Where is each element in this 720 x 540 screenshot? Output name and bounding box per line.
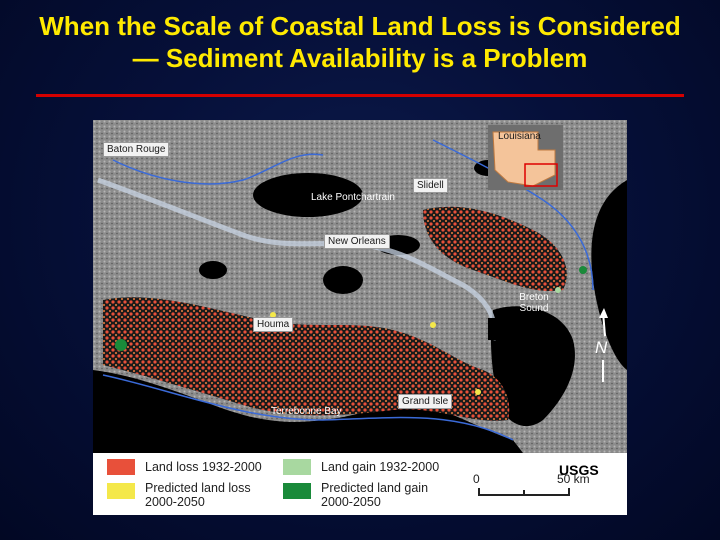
label-breton-sound: Breton Sound bbox=[514, 292, 554, 314]
legend-predicted-loss-line-2: 2000-2050 bbox=[145, 495, 205, 509]
label-breton-line-1: Breton bbox=[519, 292, 549, 303]
scale-tick-start bbox=[478, 488, 480, 496]
slide-title: When the Scale of Coastal Land Loss is C… bbox=[0, 10, 720, 74]
scale-tick-end bbox=[568, 488, 570, 496]
label-houma: Houma bbox=[253, 317, 294, 332]
map-legend: Land loss 1932-2000 Land gain 1932-2000 … bbox=[93, 453, 627, 515]
label-new-orleans: New Orleans bbox=[324, 234, 390, 249]
label-breton-line-2: Sound bbox=[519, 303, 549, 314]
legend-swatch-predicted-gain bbox=[283, 483, 311, 499]
legend-swatch-predicted-loss bbox=[107, 483, 135, 499]
legend-label-land-gain: Land gain 1932-2000 bbox=[321, 460, 440, 474]
legend-label-predicted-gain: Predicted land gain 2000-2050 bbox=[321, 481, 428, 509]
label-louisiana: Louisiana bbox=[498, 131, 541, 142]
legend-predicted-gain-line-1: Predicted land gain bbox=[321, 481, 429, 495]
legend-label-predicted-loss: Predicted land loss 2000-2050 bbox=[145, 481, 251, 509]
legend-predicted-gain-line-2: 2000-2050 bbox=[321, 495, 381, 509]
coastal-map-image bbox=[93, 120, 627, 453]
legend-predicted-loss-line-1: Predicted land loss bbox=[145, 481, 251, 495]
label-terrebonne-bay: Terrebonne Bay bbox=[271, 406, 342, 417]
label-baton-rouge: Baton Rouge bbox=[103, 142, 170, 157]
legend-label-land-loss: Land loss 1932-2000 bbox=[145, 460, 262, 474]
legend-swatch-land-gain bbox=[283, 459, 311, 475]
scale-zero-label: 0 bbox=[473, 472, 480, 486]
label-lake-pontchartrain: Lake Pontchartrain bbox=[311, 192, 395, 203]
title-line-1: When the Scale of Coastal Land Loss is C… bbox=[39, 11, 681, 41]
scale-max-label: 50 km bbox=[557, 472, 590, 486]
legend-swatch-land-loss bbox=[107, 459, 135, 475]
north-arrow-label: N bbox=[595, 338, 608, 357]
title-line-2: — Sediment Availability is a Problem bbox=[132, 43, 588, 73]
label-grand-isle: Grand Isle bbox=[398, 394, 453, 409]
usgs-credit: USGS bbox=[559, 462, 599, 478]
title-divider bbox=[36, 94, 684, 97]
scale-bar bbox=[479, 494, 569, 496]
coastal-map-figure: Baton Rouge Louisiana Slidell Lake Pontc… bbox=[93, 120, 627, 515]
label-slidell: Slidell bbox=[413, 178, 448, 193]
scale-tick-mid bbox=[523, 490, 525, 495]
